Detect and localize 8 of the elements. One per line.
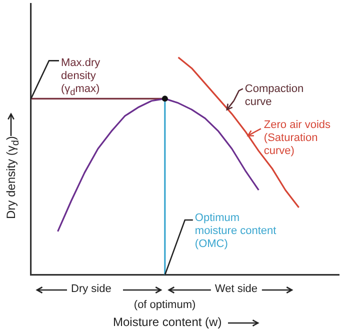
text: Optimum moisture content (OMC) <box>194 212 276 250</box>
annotation: Compaction curve <box>244 82 304 109</box>
annotation: Max.dry density (γ$_{d}$max) <box>61 56 100 99</box>
text: (of optimum) <box>134 299 196 312</box>
text: Dry side <box>71 283 112 296</box>
text: Wet side <box>214 283 258 296</box>
x-axis-title: Moisture content (w) <box>113 315 222 329</box>
annotation: Zero air voids (Saturation curve) <box>264 118 331 158</box>
